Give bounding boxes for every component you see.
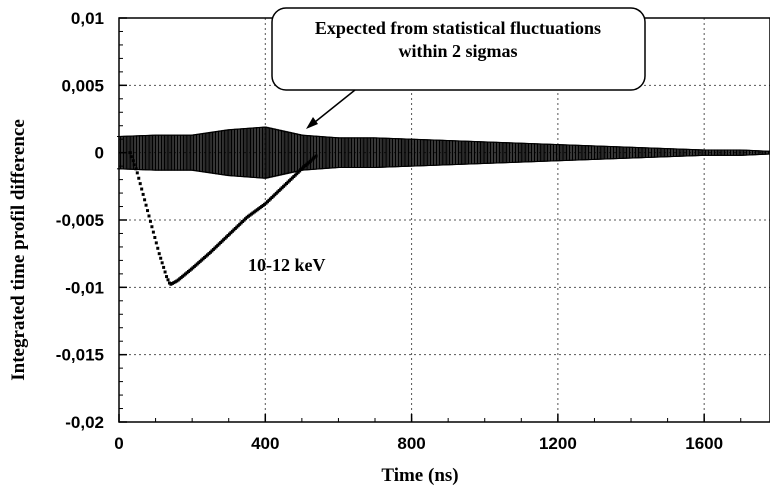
data-point (314, 154, 318, 158)
data-point (147, 214, 151, 218)
y-tick-label: -0,02 (65, 413, 104, 432)
data-point (128, 151, 132, 155)
annotation-arrowhead (306, 117, 318, 129)
data-point (166, 278, 170, 282)
data-point (146, 209, 150, 213)
x-tick-label: 1200 (539, 434, 577, 453)
data-point (159, 256, 163, 260)
data-point (157, 252, 161, 256)
annotation-line-2: within 2 sigmas (398, 41, 517, 61)
data-point (141, 192, 145, 196)
annotation-box (271, 7, 646, 91)
x-axis-title: Time (ns) (381, 465, 458, 486)
y-tick-label: 0,01 (71, 9, 104, 28)
axis-ticks: 0,01 0,005 0 -0,005 -0,01 -0,015 -0,02 0 400 800 1… (56, 9, 742, 453)
x-tick-label: 1600 (685, 434, 723, 453)
data-point (153, 236, 157, 240)
data-point (148, 219, 152, 223)
y-axis-title: Integrated time profil difference (8, 119, 29, 381)
y-tick-label: 0 (95, 144, 104, 163)
y-tick-label: -0,01 (65, 278, 104, 297)
x-tick-label: 0 (114, 434, 123, 453)
data-point (150, 225, 154, 229)
annotation-line-1: Expected from statistical fluctuations (315, 18, 601, 38)
error-band (117, 126, 770, 179)
x-tick-label: 400 (251, 434, 279, 453)
data-point (163, 270, 167, 274)
data-point (134, 167, 138, 171)
y-tick-label: 0,005 (61, 76, 104, 95)
data-point (137, 176, 141, 180)
data-point (129, 155, 133, 159)
data-point (143, 198, 147, 202)
data-point (135, 171, 139, 175)
data-point (162, 265, 166, 269)
data-point (165, 275, 169, 279)
x-tick-label: 800 (397, 434, 425, 453)
data-point (156, 246, 160, 250)
data-point (144, 203, 148, 207)
data-point (154, 241, 158, 245)
data-point (131, 159, 135, 163)
series-label-10-12kev: 10-12 keV (248, 255, 326, 275)
y-tick-label: -0,015 (56, 346, 104, 365)
band-annotation: Expected from statistical fluctuations w… (271, 7, 646, 129)
data-point (140, 187, 144, 191)
data-point (151, 230, 155, 234)
data-series-points (128, 151, 318, 286)
data-point (132, 163, 136, 167)
annotation-arrow (309, 89, 356, 127)
data-point (138, 182, 142, 186)
data-point (160, 261, 164, 265)
y-tick-label: -0,005 (56, 211, 104, 230)
